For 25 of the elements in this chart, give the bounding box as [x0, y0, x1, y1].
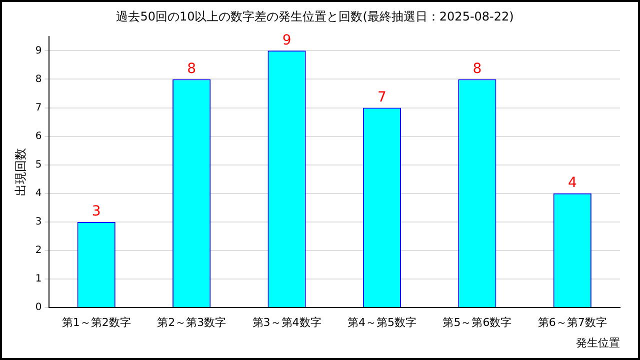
y-axis-title: 出現回数 [13, 148, 28, 196]
y-tick-label: 9 [35, 45, 42, 56]
data-label: 4 [568, 175, 577, 192]
x-tick-label: 第5～第6数字 [442, 316, 512, 330]
y-tick-label: 8 [35, 74, 42, 85]
y-tick-label: 1 [35, 274, 42, 285]
x-tick-label: 第2～第3数字 [157, 316, 226, 330]
y-tick-label: 0 [35, 302, 42, 314]
chart-title: 過去50回の10以上の数字差の発生位置と回数(最終抽選日：2025-08-22) [116, 9, 514, 24]
x-tick-label: 第4～第5数字 [347, 316, 416, 330]
y-tick-label: 3 [35, 216, 42, 228]
x-tick-label: 第6～第7数字 [538, 316, 607, 330]
data-label: 7 [378, 89, 386, 106]
x-tick-label: 第3～第4数字 [252, 316, 322, 330]
y-tick-label: 2 [35, 245, 42, 256]
data-label: 8 [187, 60, 196, 77]
y-tick-label: 4 [35, 188, 42, 200]
data-label: 9 [282, 32, 292, 48]
y-tick-label: 7 [35, 102, 42, 114]
x-axis-title: 発生位置 [576, 336, 620, 350]
x-tick-label: 第1～第2数字 [62, 316, 131, 330]
data-label: 3 [92, 204, 101, 220]
y-tick-label: 5 [35, 159, 42, 170]
data-label: 8 [472, 60, 482, 77]
y-tick-label: 6 [35, 130, 42, 142]
